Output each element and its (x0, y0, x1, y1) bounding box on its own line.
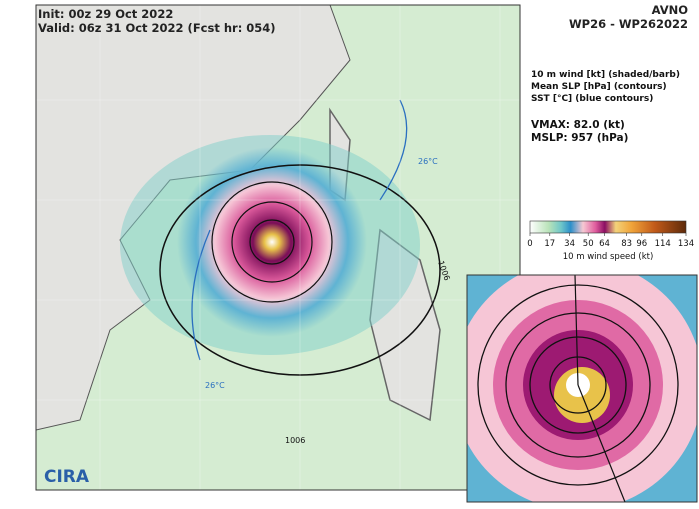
model-name: AVNO (652, 3, 689, 17)
vmax: VMAX: 82.0 (kt) (531, 119, 625, 131)
colorbar-tick-label: 0 (527, 239, 532, 249)
legend-line: SST [°C] (blue contours) (531, 94, 653, 104)
sst-label: 26°C (205, 381, 225, 390)
colorbar-tick-label: 134 (678, 239, 694, 249)
main-map: 26°C 1006 26°C 1006 CIRA (36, 5, 520, 490)
init-time: Init: 00z 29 Oct 2022 (38, 7, 173, 21)
legend-line: 10 m wind [kt] (shaded/barb) (531, 70, 680, 80)
colorbar-tick-label: 50 (583, 239, 594, 249)
inset-frame (466, 274, 698, 503)
colorbar-tick-label: 96 (636, 239, 647, 249)
valid-time: Valid: 06z 31 Oct 2022 (Fcst hr: 054) (38, 21, 276, 35)
mslp: MSLP: 957 (hPa) (531, 132, 628, 144)
slp-label: 1006 (285, 436, 305, 445)
sst-label: 26°C (418, 157, 438, 166)
colorbar-label: 10 m wind speed (kt) (563, 252, 654, 262)
colorbar (529, 220, 687, 234)
colorbar-ticks: 0 17 34 50 64 83 96 114 134 (527, 233, 694, 249)
map-frame (35, 4, 521, 491)
inset-map (467, 275, 697, 502)
colorbar-tick-label: 83 (621, 239, 632, 249)
colorbar-tick-label: 64 (599, 239, 610, 249)
logo: CIRA (44, 467, 90, 487)
colorbar-tick-label: 34 (564, 239, 575, 249)
storm-id: WP26 - WP262022 (569, 17, 688, 31)
colorbar-tick-label: 114 (655, 239, 671, 249)
legend-line: Mean SLP [hPa] (contours) (531, 82, 667, 92)
colorbar-tick-label: 17 (544, 239, 555, 249)
